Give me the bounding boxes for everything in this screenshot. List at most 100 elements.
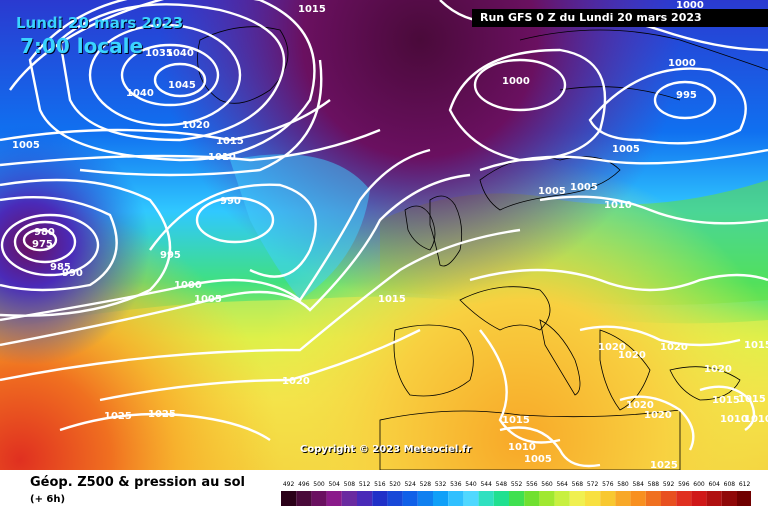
isobar-label: 1005 [612,144,640,155]
ireland-coast [404,205,436,251]
isobar-1000-n1 [473,58,567,112]
isobar-label: 985 [50,262,71,273]
legend-value: 492 [283,481,295,488]
legend-swatch [721,491,737,506]
legend-swatch [296,491,312,506]
isobar-1035 [88,23,242,127]
legend-swatch [326,491,342,506]
isobars [0,0,768,466]
isobar-1020-sse [619,395,695,451]
legend-swatch [417,491,433,506]
legend-value: 524 [404,481,416,488]
isobar-label: 1040 [126,88,154,99]
isobar-label: 1015 [378,294,406,305]
isobar-label: 1005 [570,182,598,193]
legend-swatch [493,491,509,506]
isobar-label: 1015 [738,394,766,405]
legend-swatch [585,491,601,506]
legend-swatch [539,491,555,506]
isobar-label: 995 [676,90,697,101]
isobar-1000-n2 [588,67,747,145]
isobar-975 [22,228,58,252]
isobar-label: 990 [62,268,83,279]
isobar-1020-s [99,328,421,402]
isobar-label: 1040 [166,48,194,59]
isobar-label: 1025 [650,460,678,470]
isobar-label: 1025 [148,409,176,420]
legend-swatch [524,491,540,506]
legend-swatch [706,491,722,506]
isobar-label: 1015 [744,340,768,351]
legend-value: 536 [450,481,462,488]
isobar-1015-se [479,329,561,444]
isobar-label: 995 [160,250,181,261]
france-coast [459,286,551,331]
isobar-label: 990 [220,196,241,207]
isobar-1030 [58,3,286,142]
legend-value: 548 [496,481,508,488]
isobar-label: 1010 [508,442,536,453]
isobar-1010-e [539,195,768,225]
legend-scale: 492 496 500 504 508 512 516 520 524 528 532 536 540 5… [281,481,751,506]
isobar-label: 1020 [626,400,654,411]
isobar-1040 [120,43,220,107]
map-footer: Géop. Z500 & pression au sol (+ 6h) 492 4… [0,470,768,512]
arctic-coast [519,29,768,101]
isobar-label: 1020 [660,342,688,353]
legend-swatch [509,491,525,506]
turkey-coast [669,366,741,401]
legend-value: 516 [374,481,386,488]
isobar-label: 1015 [502,415,530,426]
isobar-label: 1025 [104,411,132,422]
legend-swatch [645,491,661,506]
north-africa-coast [379,409,681,470]
forecast-date: Lundi 20 mars 2023 [16,14,184,32]
legend-value: 540 [465,481,477,488]
forecast-time: 7:00 locale [20,34,144,58]
isobar-1010-ee [699,385,756,431]
isobar-label: 1005 [524,454,552,465]
isobar-label: 1005 [538,186,566,197]
balkans-coast [599,329,651,411]
isobar-label: 1035 [145,48,173,59]
isobar-label: 1000 [676,0,704,11]
isobar-label: 1020 [598,342,626,353]
legend-value: 576 [602,481,614,488]
legend-swatch [615,491,631,506]
legend-swatch [600,491,616,506]
legend-value: 592 [663,481,675,488]
color-legend: 492 496 500 504 508 512 516 520 524 528 532 536 540 5… [281,470,751,510]
isobar-label: 1000 [502,76,530,87]
legend-value: 544 [480,481,492,488]
legend-value: 496 [298,481,310,488]
legend-value: 552 [511,481,523,488]
isobar-1015 [0,99,331,142]
legend-swatch [676,491,692,506]
isobar-label: 1020 [644,410,672,421]
map-title: Géop. Z500 & pression au sol [30,475,245,490]
legend-swatch [372,491,388,506]
legend-value: 612 [739,481,751,488]
isobar-label: 1045 [168,80,196,91]
isobar-label: 1015 [298,4,326,15]
isobar-label: 1010 [744,414,768,425]
legend-value: 508 [344,481,356,488]
legend-swatch [554,491,570,506]
legend-value: 560 [541,481,553,488]
weather-map: 1015 1035 1040 1045 1040 1020 1015 1010 … [0,0,768,470]
isobar-995-west [0,178,172,317]
italy-coast [539,319,581,396]
isobar-label: 1015 [216,136,244,147]
legend-swatch [448,491,464,506]
legend-swatch [630,491,646,506]
greenland-coast [197,26,289,104]
legend-value: 604 [708,481,720,488]
isobar-label: 1020 [182,120,210,131]
legend-value: 584 [632,481,644,488]
isobar-1020-e [469,268,768,292]
isobar-label: 1010 [208,152,236,163]
legend-swatch [691,491,707,506]
legend-value: 532 [435,481,447,488]
legend-value: 512 [359,481,371,488]
isobar-1020-se [579,325,741,347]
